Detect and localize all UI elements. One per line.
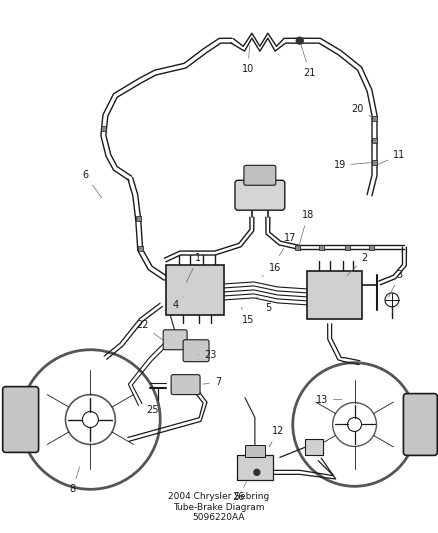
Bar <box>166 265 223 315</box>
Bar <box>371 138 376 143</box>
FancyBboxPatch shape <box>234 180 284 210</box>
Text: 6: 6 <box>82 170 102 198</box>
Bar <box>368 245 373 249</box>
Text: 13: 13 <box>315 394 341 405</box>
FancyBboxPatch shape <box>244 165 275 185</box>
Text: 17: 17 <box>279 233 295 256</box>
Text: 5: 5 <box>256 297 270 313</box>
FancyBboxPatch shape <box>403 393 436 455</box>
Text: 20: 20 <box>350 103 371 117</box>
FancyBboxPatch shape <box>163 330 187 350</box>
Circle shape <box>253 470 259 475</box>
FancyBboxPatch shape <box>171 375 200 394</box>
Text: 18: 18 <box>298 210 313 247</box>
Text: 10: 10 <box>241 45 254 74</box>
Text: 22: 22 <box>136 320 162 340</box>
Bar <box>101 126 106 131</box>
Bar <box>371 160 376 165</box>
Text: 7: 7 <box>202 377 221 386</box>
Text: 21: 21 <box>300 43 315 78</box>
FancyBboxPatch shape <box>183 340 208 362</box>
Text: 23: 23 <box>198 350 216 360</box>
Text: 25: 25 <box>145 397 158 415</box>
Text: 11: 11 <box>377 150 405 164</box>
FancyBboxPatch shape <box>3 386 39 453</box>
Bar <box>307 271 361 319</box>
Text: 1: 1 <box>186 253 201 282</box>
Circle shape <box>296 37 303 44</box>
Text: 8: 8 <box>69 467 79 494</box>
Bar <box>237 455 272 480</box>
Bar <box>244 446 264 457</box>
Bar <box>138 246 142 251</box>
Bar <box>295 245 300 249</box>
Text: 3: 3 <box>388 270 402 297</box>
Bar <box>371 116 376 121</box>
Text: 2004 Chrysler Sebring
Tube-Brake Diagram
5096220AA: 2004 Chrysler Sebring Tube-Brake Diagram… <box>168 492 269 522</box>
Text: 2: 2 <box>346 253 367 276</box>
Bar <box>304 439 322 455</box>
Text: 4: 4 <box>172 297 183 310</box>
Bar <box>344 245 349 249</box>
Bar <box>135 216 141 221</box>
Text: 16: 16 <box>261 263 280 277</box>
Text: 26: 26 <box>231 482 246 502</box>
Bar <box>318 245 323 249</box>
Text: 15: 15 <box>241 308 254 325</box>
Text: 19: 19 <box>333 160 371 171</box>
Text: 12: 12 <box>268 426 283 447</box>
